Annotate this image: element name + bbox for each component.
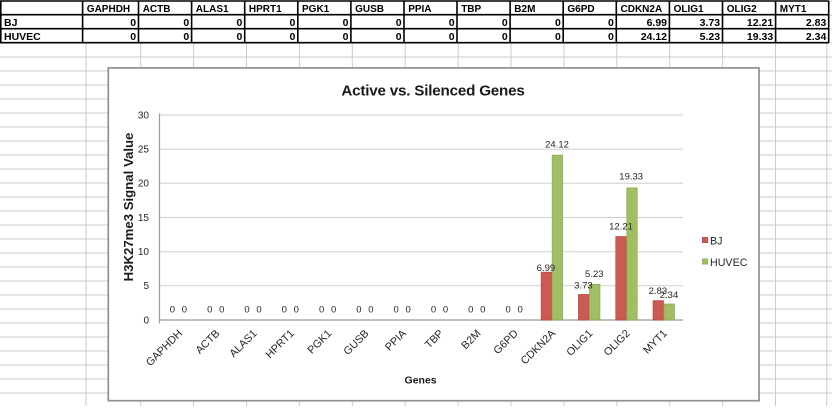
svg-text:0: 0 — [396, 17, 402, 29]
svg-text:0: 0 — [331, 305, 336, 316]
svg-text:0: 0 — [468, 305, 473, 316]
svg-text:0: 0 — [130, 17, 136, 29]
svg-text:0: 0 — [443, 305, 448, 316]
svg-text:0: 0 — [517, 305, 522, 316]
svg-text:HUVEC: HUVEC — [710, 257, 748, 269]
svg-text:0: 0 — [256, 305, 261, 316]
svg-text:0: 0 — [236, 31, 242, 43]
svg-text:0: 0 — [555, 17, 561, 29]
svg-text:BJ: BJ — [710, 235, 722, 247]
svg-text:0: 0 — [282, 305, 287, 316]
svg-text:0: 0 — [244, 305, 249, 316]
svg-text:0: 0 — [319, 305, 324, 316]
svg-text:2.83: 2.83 — [806, 17, 827, 29]
svg-text:0: 0 — [555, 31, 561, 43]
svg-text:0: 0 — [219, 305, 224, 316]
svg-text:15: 15 — [138, 213, 150, 224]
svg-text:12.21: 12.21 — [747, 17, 773, 29]
svg-text:3.73: 3.73 — [700, 17, 721, 29]
svg-text:10: 10 — [138, 247, 150, 258]
svg-text:0: 0 — [394, 305, 399, 316]
svg-text:5.23: 5.23 — [700, 31, 721, 43]
svg-text:0: 0 — [502, 31, 508, 43]
svg-text:0: 0 — [449, 17, 455, 29]
svg-text:25: 25 — [138, 145, 150, 156]
svg-text:MYT1: MYT1 — [780, 4, 807, 15]
svg-text:0: 0 — [406, 305, 411, 316]
svg-text:0: 0 — [294, 305, 299, 316]
svg-text:0: 0 — [356, 305, 361, 316]
svg-text:CDKN2A: CDKN2A — [621, 4, 663, 15]
svg-text:0: 0 — [396, 31, 402, 43]
svg-text:0: 0 — [480, 305, 485, 316]
svg-text:2.83: 2.83 — [649, 286, 668, 297]
svg-text:0: 0 — [182, 305, 187, 316]
svg-text:12.21: 12.21 — [609, 221, 633, 232]
svg-text:GAPHDH: GAPHDH — [87, 4, 130, 15]
svg-text:ACTB: ACTB — [143, 4, 171, 15]
svg-text:0: 0 — [236, 17, 242, 29]
svg-text:0: 0 — [343, 31, 349, 43]
svg-text:6.99: 6.99 — [537, 263, 556, 274]
svg-text:G6PD: G6PD — [567, 4, 594, 15]
svg-text:0: 0 — [449, 31, 455, 43]
svg-text:30: 30 — [138, 110, 150, 121]
svg-text:0: 0 — [130, 31, 136, 43]
svg-text:19.33: 19.33 — [619, 171, 643, 182]
svg-text:6.99: 6.99 — [647, 17, 668, 29]
svg-text:H3K27me3 Signal Value: H3K27me3 Signal Value — [121, 133, 136, 282]
svg-text:2.34: 2.34 — [806, 31, 827, 43]
svg-text:5: 5 — [143, 281, 149, 292]
svg-text:Genes: Genes — [405, 375, 437, 387]
svg-text:24.12: 24.12 — [641, 31, 667, 43]
svg-text:Active vs. Silenced Genes: Active vs. Silenced Genes — [341, 82, 524, 99]
svg-text:0: 0 — [343, 17, 349, 29]
svg-text:OLIG1: OLIG1 — [674, 4, 704, 15]
svg-text:24.12: 24.12 — [545, 140, 569, 151]
svg-text:0: 0 — [608, 17, 614, 29]
svg-text:0: 0 — [290, 31, 296, 43]
svg-text:BJ: BJ — [4, 17, 18, 29]
svg-text:OLIG2: OLIG2 — [727, 4, 757, 15]
svg-text:0: 0 — [608, 31, 614, 43]
svg-text:5.23: 5.23 — [585, 269, 604, 280]
svg-text:PGK1: PGK1 — [302, 4, 330, 15]
svg-text:HPRT1: HPRT1 — [249, 4, 282, 15]
svg-text:2.34: 2.34 — [660, 290, 679, 301]
svg-text:ALAS1: ALAS1 — [196, 4, 229, 15]
svg-text:0: 0 — [505, 305, 510, 316]
svg-text:GUSB: GUSB — [355, 4, 384, 15]
svg-text:HUVEC: HUVEC — [4, 31, 41, 43]
svg-text:0: 0 — [183, 31, 189, 43]
svg-text:0: 0 — [368, 305, 373, 316]
svg-text:0: 0 — [183, 17, 189, 29]
svg-text:0: 0 — [170, 305, 175, 316]
svg-text:PPIA: PPIA — [408, 4, 431, 15]
svg-text:20: 20 — [138, 179, 150, 190]
svg-text:3.73: 3.73 — [574, 280, 593, 291]
svg-text:19.33: 19.33 — [747, 31, 773, 43]
svg-text:0: 0 — [502, 17, 508, 29]
svg-text:0: 0 — [431, 305, 436, 316]
svg-text:B2M: B2M — [514, 4, 535, 15]
svg-text:0: 0 — [290, 17, 296, 29]
svg-text:0: 0 — [143, 315, 149, 326]
svg-text:0: 0 — [207, 305, 212, 316]
svg-text:TBP: TBP — [461, 4, 481, 15]
